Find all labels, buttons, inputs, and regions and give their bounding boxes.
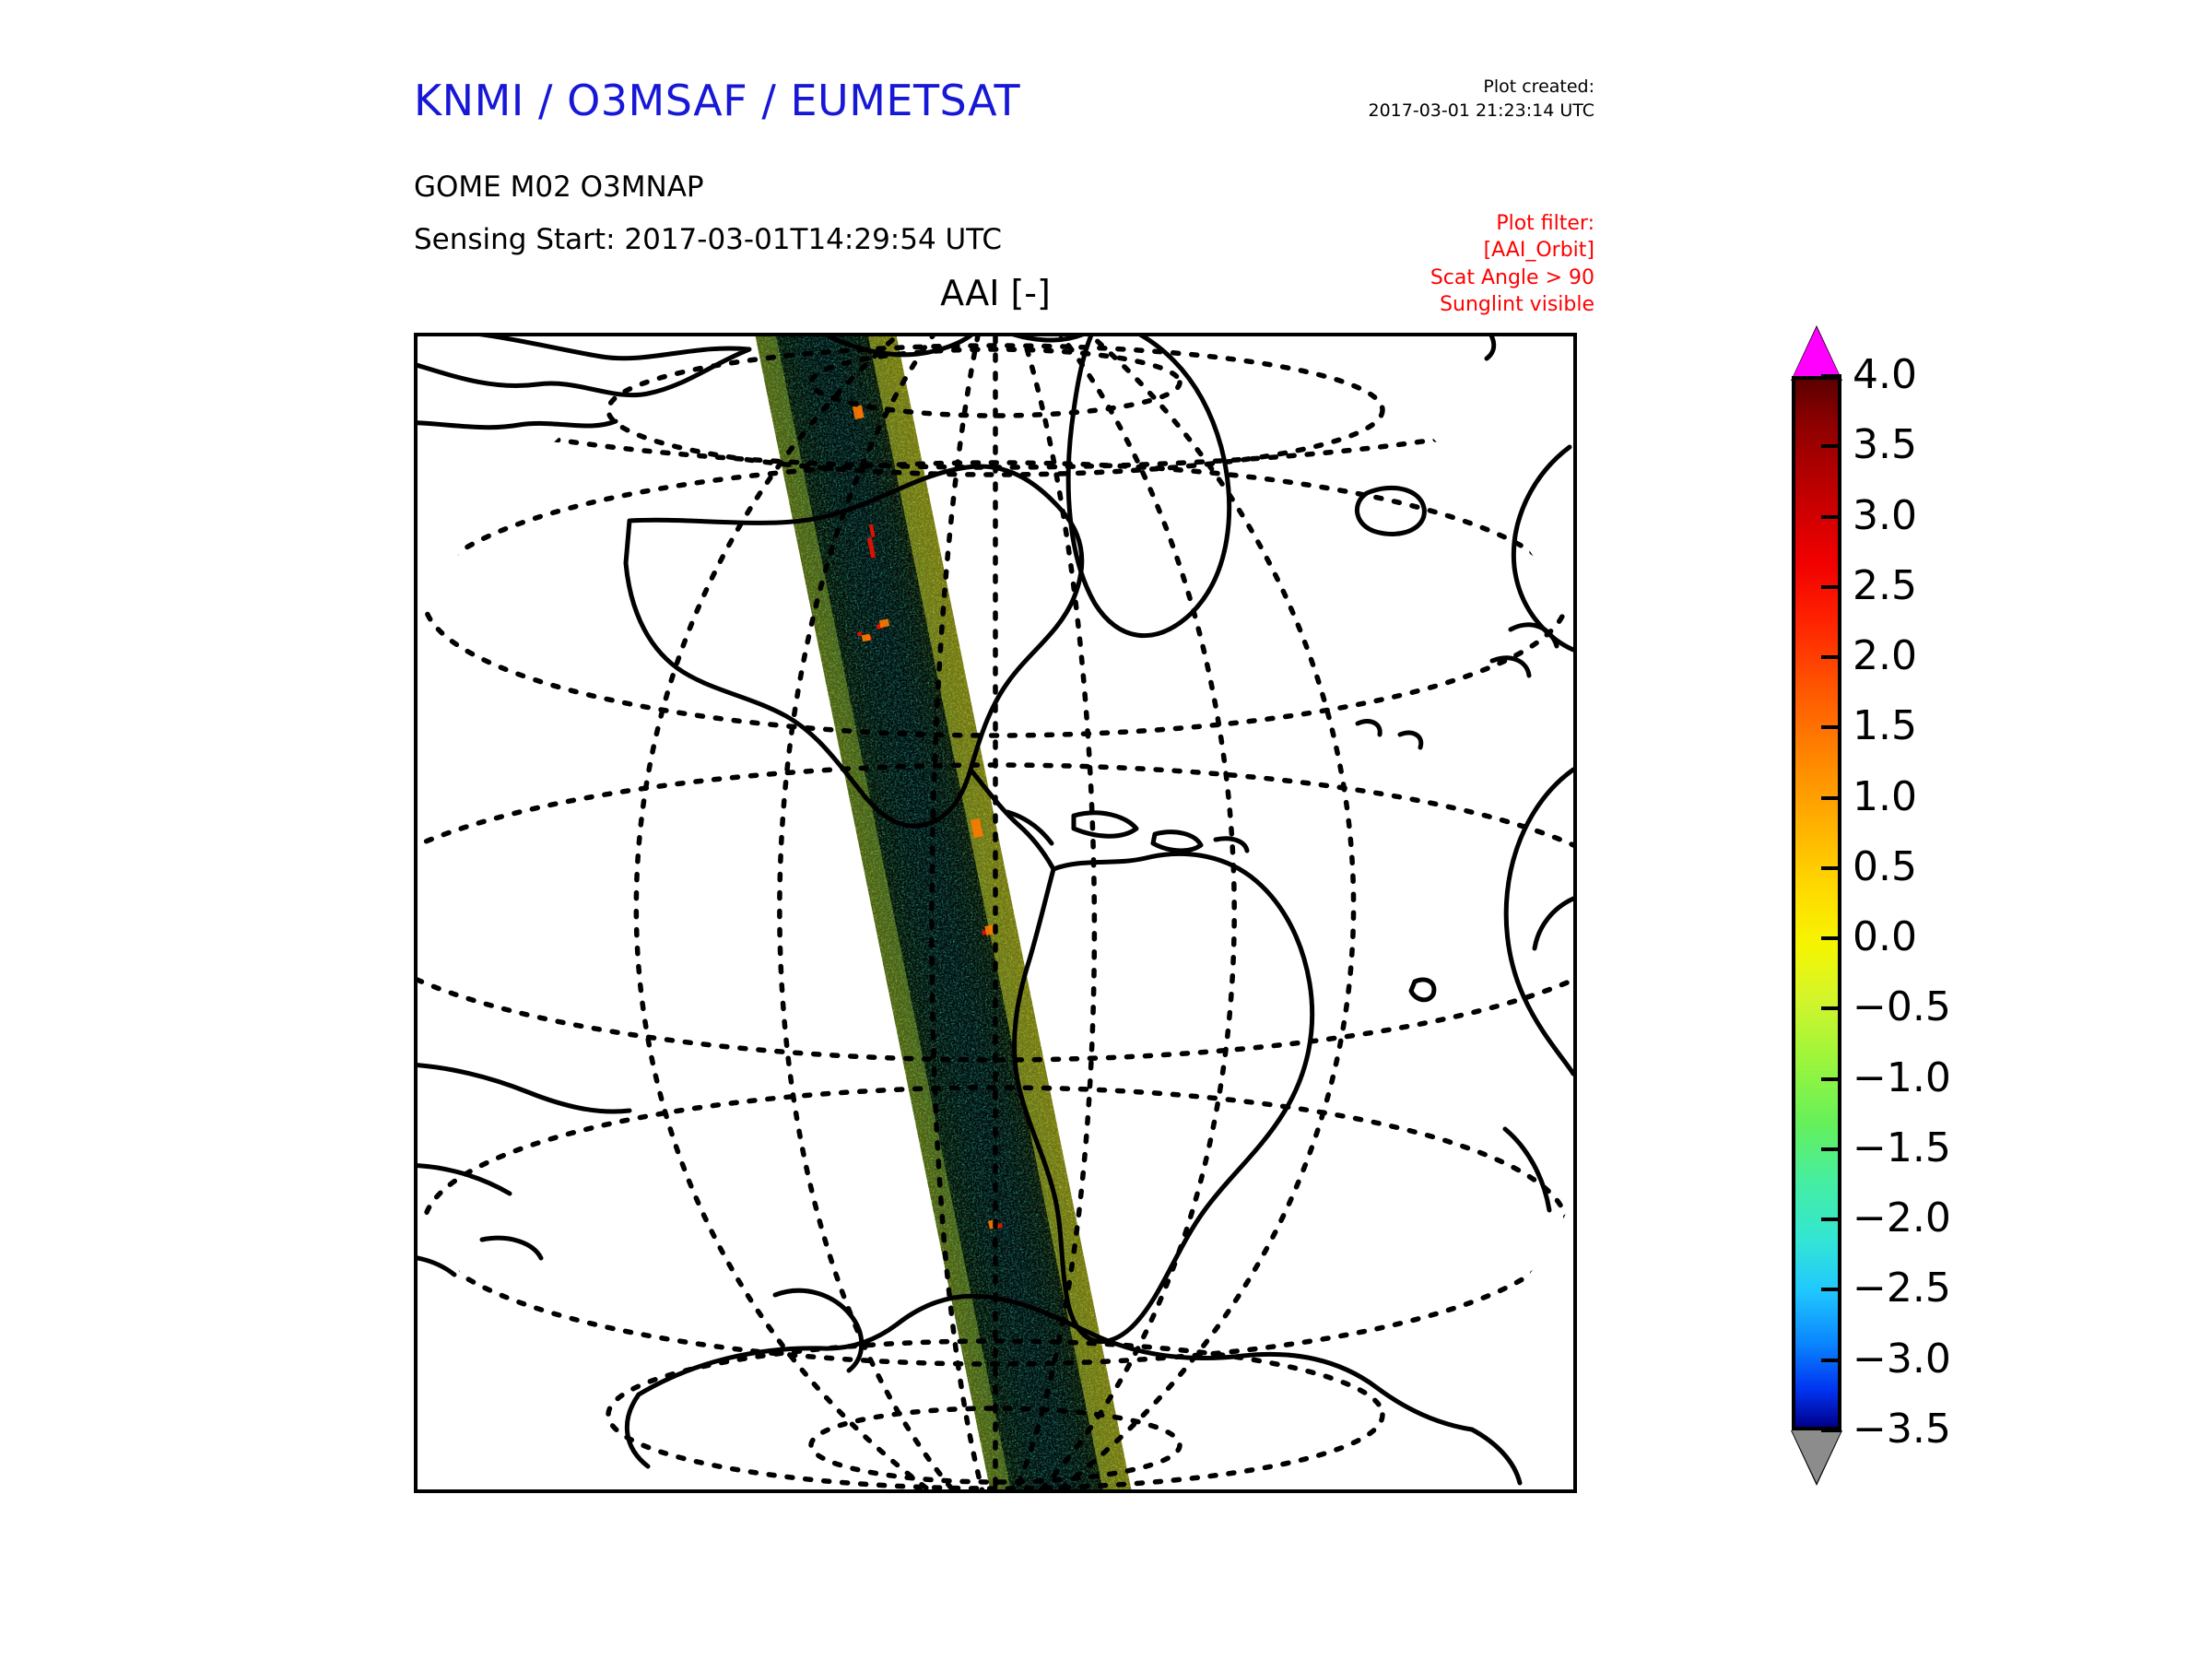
- colorbar-tick: [1821, 514, 1841, 519]
- colorbar-tick: [1821, 584, 1841, 589]
- colorbar-tick: [1821, 374, 1841, 378]
- map-canvas: [418, 336, 1573, 1489]
- colorbar-tick: [1821, 655, 1841, 660]
- colorbar-tick-label: −3.0: [1853, 1335, 1951, 1382]
- colorbar-tick-label: −1.0: [1853, 1053, 1951, 1101]
- plot-filter-annotation: Plot filter: [AAI_Orbit] Scat Angle > 90…: [1272, 210, 1594, 318]
- graticule: [418, 336, 1573, 1489]
- colorbar-tick: [1821, 865, 1841, 870]
- colorbar-under-range-arrow: [1792, 1430, 1841, 1483]
- orbit-swath: [747, 336, 1134, 1489]
- plot-filter-title: Plot filter:: [1496, 212, 1594, 235]
- colorbar-tick-label: −0.5: [1853, 983, 1951, 1031]
- colorbar-tick: [1821, 1077, 1841, 1081]
- colorbar-tick-label: −1.5: [1853, 1124, 1951, 1172]
- colorbar-tick-label: −2.5: [1853, 1265, 1951, 1312]
- plot-filter-scat-angle: Scat Angle > 90: [1430, 265, 1594, 289]
- instrument-label: GOME M02 O3MNAP: [414, 171, 704, 204]
- colorbar-tick: [1821, 1218, 1841, 1222]
- colorbar-tick: [1821, 1288, 1841, 1292]
- colorbar-tick: [1821, 1147, 1841, 1151]
- chart-title: AAI [-]: [940, 273, 1051, 313]
- colorbar-tick-label: 0.5: [1853, 842, 1917, 890]
- map-plot-area: [414, 333, 1577, 1493]
- sensing-start-label: Sensing Start: 2017-03-01T14:29:54 UTC: [414, 223, 1002, 256]
- colorbar-tick: [1821, 795, 1841, 800]
- colorbar-tick-label: 0.0: [1853, 913, 1917, 961]
- plot-filter-orbit: [AAI_Orbit]: [1483, 239, 1594, 263]
- colorbar-tick-label: −3.5: [1853, 1406, 1951, 1453]
- colorbar-tick-label: −2.0: [1853, 1194, 1951, 1242]
- colorbar-tick: [1821, 936, 1841, 941]
- colorbar-tick: [1821, 444, 1841, 449]
- colorbar-tick-label: 2.0: [1853, 632, 1917, 680]
- coastlines: [418, 336, 1573, 1486]
- colorbar-tick-label: 4.0: [1853, 351, 1917, 399]
- colorbar-tick-label: 3.0: [1853, 491, 1917, 539]
- plot-created-timestamp: 2017-03-01 21:23:14 UTC: [1368, 100, 1595, 121]
- colorbar-tick: [1821, 1006, 1841, 1011]
- plot-created-block: Plot created: 2017-03-01 21:23:14 UTC: [1226, 76, 1595, 123]
- colorbar-tick-label: 2.5: [1853, 561, 1917, 609]
- colorbar-tick-label: 1.5: [1853, 702, 1917, 750]
- page-title: KNMI / O3MSAF / EUMETSAT: [414, 76, 1021, 125]
- plot-filter-sunglint: Sunglint visible: [1440, 292, 1594, 316]
- colorbar-tick: [1821, 1429, 1841, 1432]
- plot-created-label: Plot created:: [1483, 76, 1594, 97]
- colorbar-over-range-arrow: [1792, 327, 1841, 380]
- colorbar-gradient: [1792, 376, 1841, 1430]
- colorbar-tick: [1821, 725, 1841, 730]
- colorbar-tick-label: 3.5: [1853, 421, 1917, 469]
- colorbar-tick: [1821, 1358, 1841, 1362]
- colorbar-tick-label: 1.0: [1853, 772, 1917, 820]
